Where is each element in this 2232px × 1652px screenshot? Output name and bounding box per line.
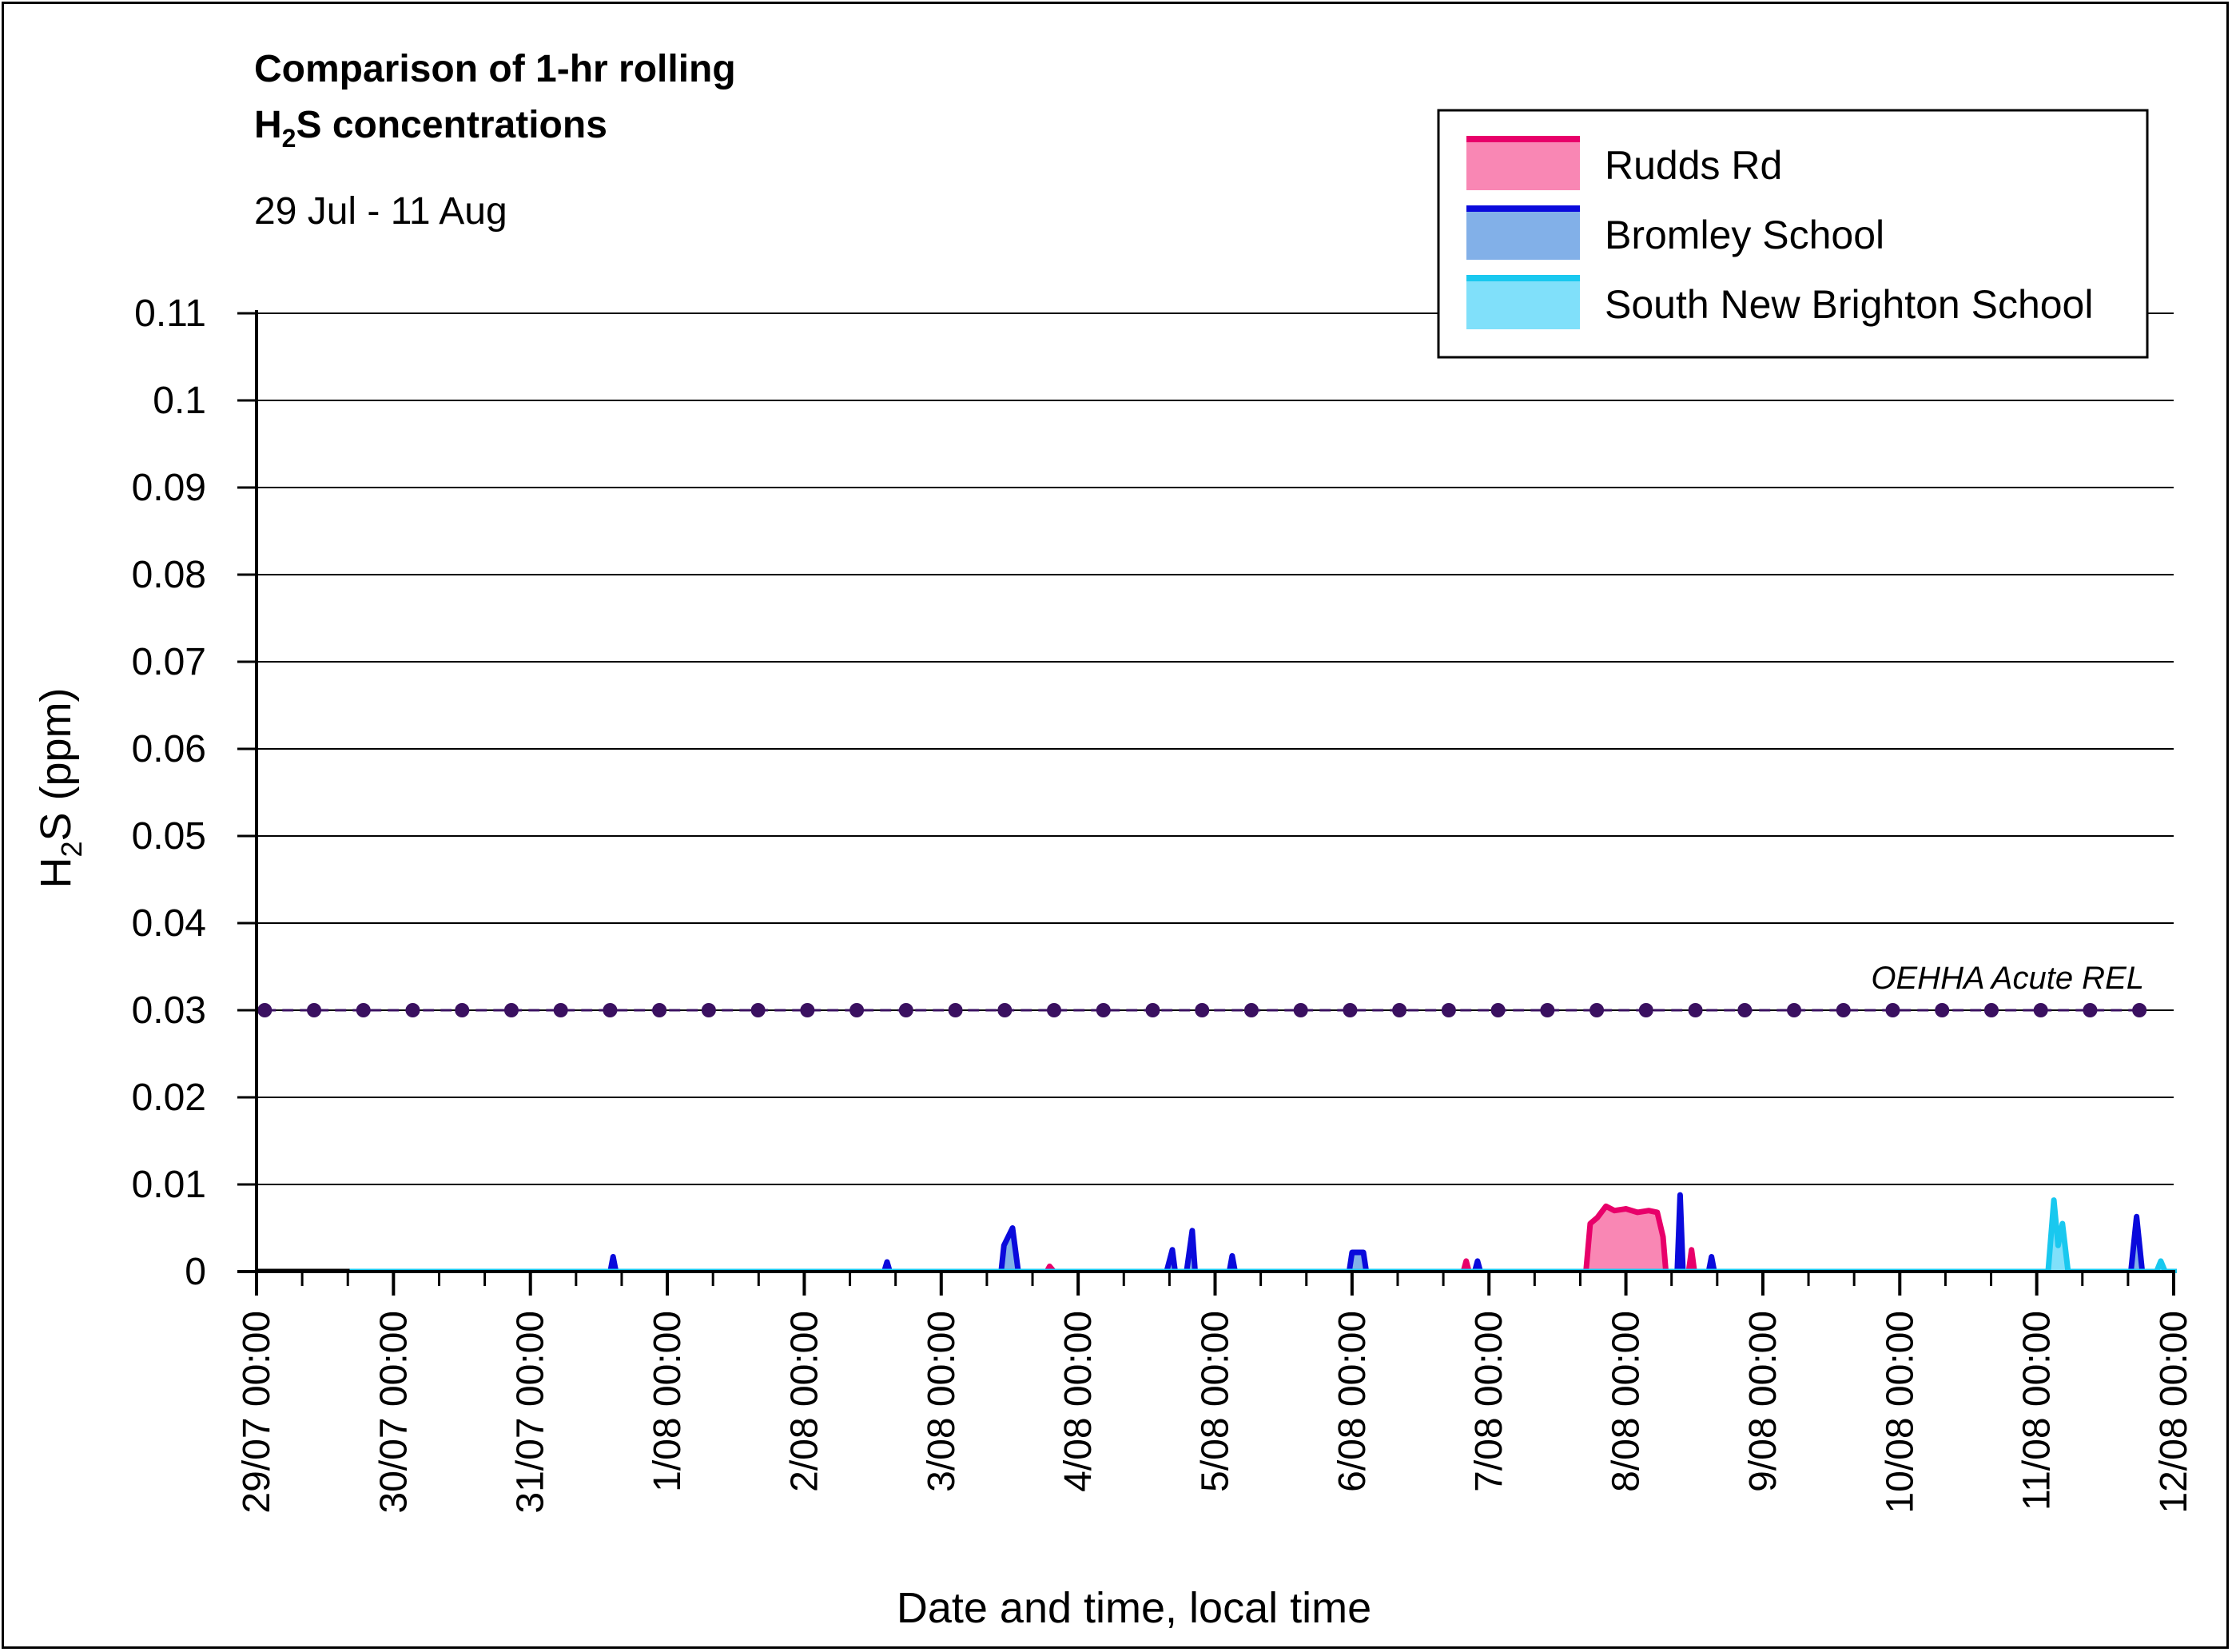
reference-marker-6	[553, 1003, 568, 1017]
y-tick-label-5: 0.05	[132, 815, 206, 858]
legend-swatch-1	[1466, 209, 1580, 260]
reference-marker-34	[1935, 1003, 1950, 1017]
reference-line-group: OEHHA Acute REL	[257, 961, 2147, 1017]
reference-marker-20	[1243, 1003, 1259, 1017]
chart-subtitle: 29 Jul - 11 Aug	[254, 190, 507, 233]
chart-title-line-2: H2S concentrations	[254, 104, 607, 153]
legend: Rudds Rd Bromley School South New Brighton…	[1437, 109, 2149, 359]
gridlines	[257, 312, 2174, 1185]
series-area-2	[348, 1200, 2177, 1272]
x-tick-label-14: 12/08 00:00	[2153, 1311, 2195, 1514]
x-tick-label-4: 2/08 00:00	[783, 1311, 826, 1492]
x-tick-label-6: 4/08 00:00	[1057, 1311, 1100, 1492]
x-tick-label-5: 3/08 00:00	[921, 1311, 963, 1492]
legend-swatch-2	[1466, 278, 1580, 329]
x-tick-label-11: 9/08 00:00	[1742, 1311, 1784, 1492]
series-area-0	[257, 1206, 2177, 1272]
reference-marker-19	[1195, 1003, 1210, 1017]
legend-label-0: Rudds Rd	[1605, 143, 1782, 188]
reference-marker-28	[1638, 1003, 1653, 1017]
reference-marker-14	[948, 1003, 963, 1017]
y-tick-label-2: 0.02	[132, 1077, 206, 1119]
reference-marker-22	[1343, 1003, 1358, 1017]
y-tick-labels: 0 0.01 0.02 0.03 0.04 0.05 0.06 0.07 0.08 0.09 0.1…	[132, 293, 206, 1293]
reference-line-label: OEHHA Acute REL	[1871, 961, 2144, 996]
x-tick-labels: 29/07 00:00 30/07 00:00 31/07 00:00 1/08 00…	[236, 1311, 2195, 1514]
reference-marker-16	[1047, 1003, 1062, 1017]
y-tick-label-1: 0.01	[132, 1164, 206, 1206]
reference-marker-35	[1983, 1003, 1999, 1017]
reference-marker-0	[257, 1003, 273, 1017]
y-tick-label-3: 0.03	[132, 989, 206, 1032]
reference-marker-30	[1737, 1003, 1753, 1017]
y-tick-label-8: 0.08	[132, 554, 206, 596]
series-layer	[257, 1192, 2177, 1273]
y-tick-label-4: 0.04	[132, 902, 206, 945]
reference-marker-25	[1490, 1003, 1506, 1017]
reference-marker-21	[1293, 1003, 1308, 1017]
y-tick-label-9: 0.09	[132, 467, 206, 509]
reference-marker-27	[1589, 1003, 1605, 1017]
series-line-2	[348, 1197, 2177, 1273]
reference-marker-2	[356, 1003, 371, 1017]
x-tick-label-8: 6/08 00:00	[1331, 1311, 1374, 1492]
x-tick-label-2: 31/07 00:00	[510, 1311, 552, 1514]
x-tick-label-3: 1/08 00:00	[647, 1311, 689, 1492]
y-axis-label: H2S (ppm)	[32, 687, 88, 888]
x-tick-label-10: 8/08 00:00	[1605, 1311, 1648, 1492]
legend-swatch-0	[1466, 139, 1580, 190]
reference-marker-32	[1836, 1003, 1851, 1017]
legend-label-1: Bromley School	[1605, 213, 1884, 257]
reference-marker-15	[997, 1003, 1013, 1017]
series-area-1	[348, 1195, 2177, 1272]
reference-marker-7	[603, 1003, 618, 1017]
y-tick-label-6: 0.06	[132, 728, 206, 770]
x-tick-label-1: 30/07 00:00	[372, 1311, 415, 1514]
y-tick-label-0: 0	[185, 1251, 206, 1293]
reference-marker-1	[307, 1003, 322, 1017]
y-tick-label-10: 0.1	[153, 380, 206, 422]
reference-marker-26	[1540, 1003, 1555, 1017]
x-tick-label-13: 11/08 00:00	[2016, 1311, 2059, 1511]
legend-label-2: South New Brighton School	[1605, 282, 2093, 327]
reference-marker-4	[455, 1003, 470, 1017]
reference-marker-8	[652, 1003, 667, 1017]
x-tick-label-12: 10/08 00:00	[1879, 1311, 1921, 1514]
chart-title-line-1: Comparison of 1-hr rolling	[254, 48, 736, 90]
series-line-1	[348, 1192, 2177, 1273]
reference-marker-3	[405, 1003, 420, 1017]
reference-marker-10	[750, 1003, 766, 1017]
x-axis-label: Date and time, local time	[897, 1584, 1371, 1632]
reference-marker-11	[800, 1003, 815, 1017]
reference-marker-18	[1145, 1003, 1160, 1017]
reference-marker-13	[898, 1003, 913, 1017]
x-tick-label-7: 5/08 00:00	[1195, 1311, 1237, 1492]
x-tick-label-0: 29/07 00:00	[236, 1311, 278, 1514]
y-tick-label-7: 0.07	[132, 641, 206, 683]
reference-marker-24	[1441, 1003, 1456, 1017]
y-tick-label-11: 0.11	[134, 293, 206, 335]
x-tick-label-9: 7/08 00:00	[1468, 1311, 1510, 1492]
reference-marker-29	[1688, 1003, 1703, 1017]
reference-marker-5	[503, 1003, 519, 1017]
reference-marker-36	[2033, 1003, 2048, 1017]
reference-marker-33	[1885, 1003, 1900, 1017]
reference-marker-37	[2083, 1003, 2098, 1017]
reference-marker-17	[1096, 1003, 1111, 1017]
series-line-0	[257, 1203, 2177, 1273]
axes	[237, 310, 2175, 1296]
reference-marker-9	[701, 1003, 716, 1017]
reference-marker-38	[2132, 1003, 2147, 1017]
reference-marker-31	[1787, 1003, 1802, 1017]
reference-marker-23	[1392, 1003, 1407, 1017]
reference-marker-12	[849, 1003, 865, 1017]
